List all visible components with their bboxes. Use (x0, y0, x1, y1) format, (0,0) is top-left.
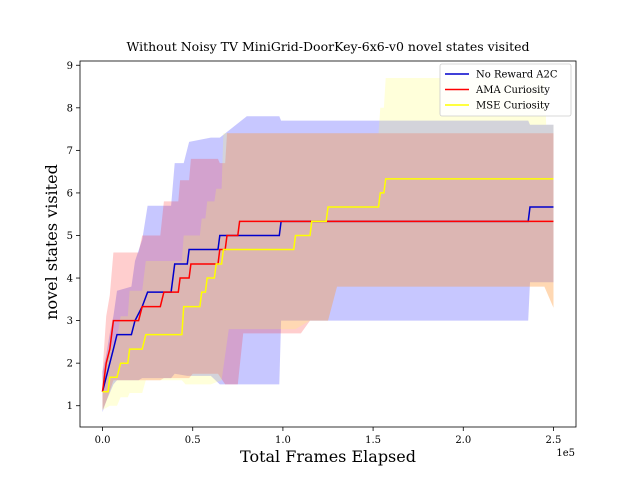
axes: 0.0 0.5 1.0 1.5 2.0 2.5 1 2 3 4 5 6 7 8 9 (67, 60, 577, 446)
band-series-2 (102, 133, 554, 411)
y-tick-label: 6 (67, 188, 73, 199)
y-tick-label: 8 (67, 103, 73, 114)
plot-frame (79, 60, 577, 428)
x-tick-label: 1.0 (275, 435, 291, 446)
line-series-3 (102, 178, 554, 393)
y-tick-label: 4 (67, 274, 73, 285)
y-tick-label: 1 (67, 401, 73, 412)
line-series-1 (101, 206, 554, 392)
x-axis-label: Total Frames Elapsed (240, 447, 416, 466)
band-series-1 (102, 116, 554, 413)
chart-title: Without Noisy TV MiniGrid-DoorKey-6x6-v0… (126, 39, 529, 54)
y-axis-label: novel states visited (42, 164, 61, 320)
y-tick-label: 5 (67, 231, 73, 242)
y-tick-label: 9 (67, 61, 73, 72)
legend-label: AMA Curiosity (475, 85, 550, 96)
x-tick-label: 2.0 (455, 435, 471, 446)
line-series-2 (101, 220, 554, 392)
plot-area (101, 78, 554, 413)
legend-box (439, 63, 572, 117)
y-tick-label: 7 (67, 146, 73, 157)
x-axis-offset-label: 1e5 (556, 448, 575, 459)
y-tick-label: 2 (67, 359, 73, 370)
legend: No Reward A2C AMA Curiosity MSE Curiosity (439, 63, 572, 117)
x-tick-label: 0.5 (185, 435, 201, 446)
legend-label: No Reward A2C (476, 70, 558, 81)
legend-label: MSE Curiosity (476, 101, 550, 112)
band-series-3 (102, 78, 554, 410)
x-tick-label: 1.5 (365, 435, 381, 446)
x-tick-label: 0.0 (95, 435, 111, 446)
y-tick-label: 3 (67, 316, 73, 327)
x-tick-label: 2.5 (546, 435, 562, 446)
